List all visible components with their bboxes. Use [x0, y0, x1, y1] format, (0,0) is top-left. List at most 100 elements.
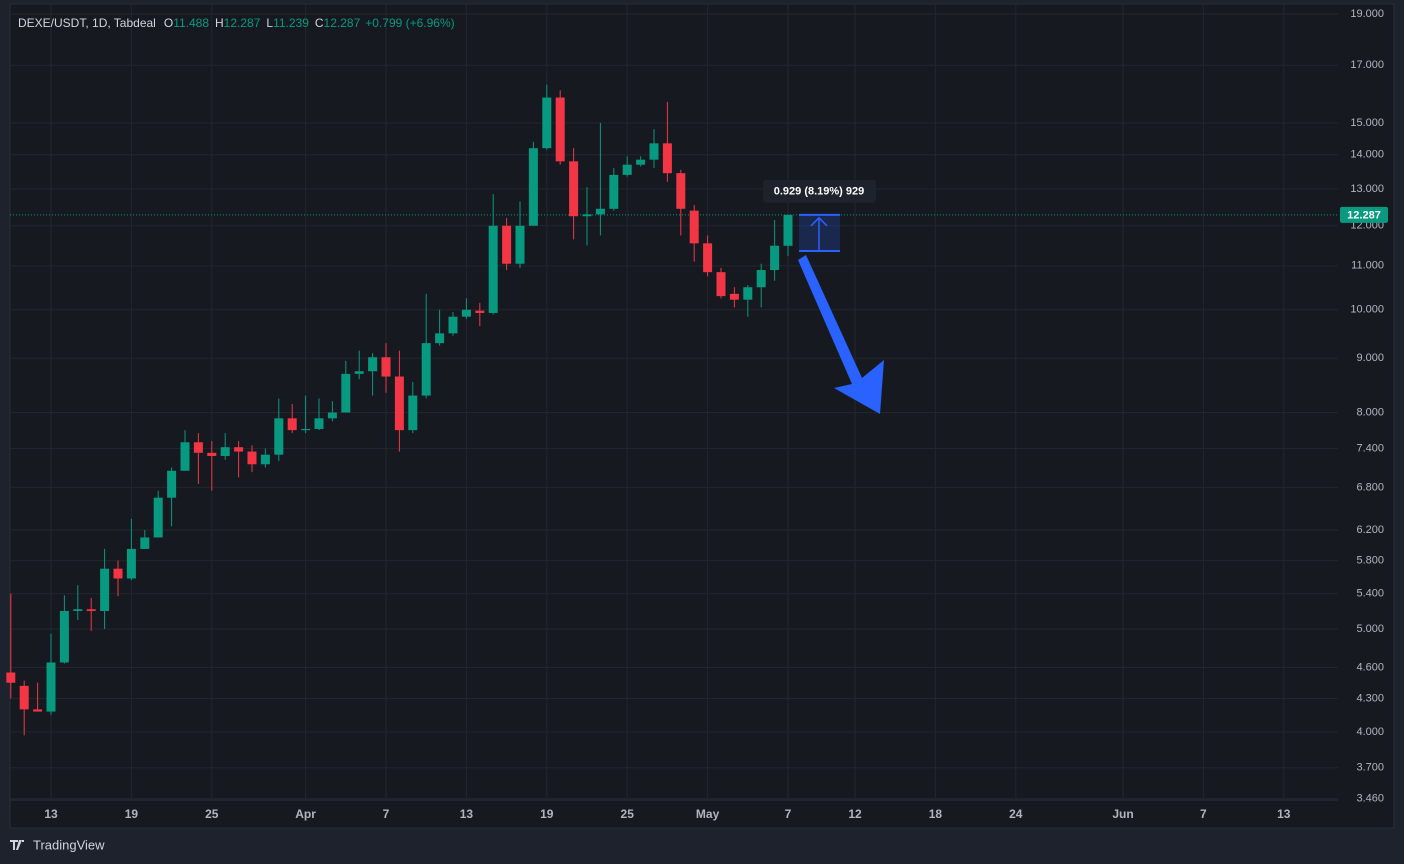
- candle-body: [756, 270, 766, 288]
- candle-body: [113, 568, 123, 579]
- candle-body: [19, 685, 29, 710]
- candle-body: [381, 357, 391, 377]
- candle-body: [394, 376, 404, 431]
- y-tick-label: 11.000: [1351, 260, 1384, 272]
- candle-body: [622, 164, 632, 175]
- ohlc-key: O: [164, 16, 173, 30]
- last-price-box: [1340, 206, 1388, 223]
- candle-body: [502, 225, 512, 264]
- y-tick-label: 17.000: [1350, 59, 1384, 71]
- candle-body: [234, 447, 244, 452]
- measure-label-box: [763, 179, 876, 203]
- y-tick-label: 14.000: [1350, 149, 1384, 161]
- x-tick-label: 18: [929, 807, 943, 821]
- y-tick-label: 6.800: [1356, 481, 1384, 493]
- candle-body: [33, 709, 43, 712]
- y-tick-label: 4.000: [1356, 726, 1384, 738]
- candle-body: [126, 548, 136, 579]
- candle-body: [662, 143, 672, 174]
- candle-body: [6, 672, 16, 683]
- x-tick-label: 13: [44, 807, 58, 821]
- ohlc-value: 12.287: [224, 16, 261, 30]
- x-tick-label: 7: [1200, 807, 1207, 821]
- x-tick-label: 13: [1277, 807, 1291, 821]
- candle-body: [314, 418, 324, 429]
- candle-body: [180, 442, 190, 471]
- candle-body: [247, 451, 257, 465]
- chart-panel: [9, 3, 1395, 829]
- candle-body: [327, 412, 337, 419]
- arrow: [798, 255, 884, 414]
- footer-text: TradingView: [33, 837, 105, 852]
- candle-body: [542, 97, 552, 149]
- y-tick-label: 5.000: [1356, 623, 1384, 635]
- y-tick-label: 7.400: [1356, 442, 1384, 454]
- y-tick-label: 9.000: [1356, 352, 1384, 364]
- ohlc-key: H: [215, 16, 224, 30]
- y-tick-label: 3.460: [1356, 793, 1384, 805]
- x-tick-label: Jun: [1112, 807, 1133, 821]
- header: DEXE/USDT, 1D, Tabdeal O11.488 H12.287 L11.…: [18, 16, 455, 30]
- candle-body: [636, 159, 646, 165]
- candle-body: [649, 143, 659, 160]
- candle-body: [488, 225, 498, 313]
- last-price-label: 12.287: [1347, 210, 1381, 222]
- ohlc-key: C: [315, 16, 324, 30]
- candles: [6, 84, 1338, 736]
- candle-body: [703, 243, 713, 273]
- ohlc-value: 12.287: [324, 16, 361, 30]
- y-tick-label: 19.000: [1350, 8, 1384, 20]
- y-tick-label: 6.200: [1356, 524, 1384, 536]
- candle-body: [461, 309, 471, 317]
- y-tick-label: 5.400: [1356, 588, 1384, 600]
- candle-body: [140, 537, 150, 549]
- candle-body: [73, 609, 83, 611]
- candle-body: [86, 609, 96, 611]
- candle-body: [569, 161, 579, 217]
- ohlc-value: 11.488: [173, 16, 209, 30]
- measure-label: 0.929 (8.19%) 929: [774, 186, 865, 198]
- candle-body: [193, 442, 203, 453]
- ohlc-value: 11.239: [273, 16, 309, 30]
- candle-body: [555, 97, 565, 162]
- candle-body: [220, 447, 230, 456]
- footer-logo: TradingView: [10, 837, 105, 852]
- y-tick-label: 3.700: [1356, 762, 1384, 774]
- candle-body: [609, 174, 619, 209]
- ohlc-key: L: [266, 16, 273, 30]
- x-tick-label: 19: [540, 807, 554, 821]
- candle-body: [515, 225, 525, 264]
- candle-body: [716, 272, 726, 297]
- y-tick-label: 4.600: [1356, 661, 1384, 673]
- candle-body: [100, 568, 110, 611]
- x-tick-label: Apr: [295, 807, 316, 821]
- candle-body: [260, 454, 270, 465]
- candle-body: [435, 333, 445, 344]
- logo-icon: [10, 840, 24, 850]
- x-tick-label: 24: [1009, 807, 1023, 821]
- candle-body: [167, 470, 177, 498]
- candle-body: [341, 373, 351, 413]
- x-tick-label: 13: [460, 807, 474, 821]
- down-arrow: [798, 255, 884, 414]
- y-tick-label: 15.000: [1350, 117, 1384, 129]
- change: +0.799 (+6.96%): [365, 16, 454, 30]
- candle-body: [301, 428, 311, 431]
- candle-body: [421, 343, 431, 396]
- x-tick-label: 19: [125, 807, 139, 821]
- candle-body: [46, 662, 56, 712]
- y-tick-label: 10.000: [1350, 304, 1384, 316]
- candle-body: [729, 293, 739, 300]
- x-tick-label: 12: [848, 807, 862, 821]
- candle-body: [153, 497, 163, 538]
- candle-body: [354, 371, 364, 374]
- x-tick-label: 25: [205, 807, 219, 821]
- candle-body: [582, 214, 592, 217]
- x-tick-label: 25: [621, 807, 635, 821]
- x-tick-label: 7: [785, 807, 792, 821]
- candle-body: [368, 357, 378, 372]
- candle-body: [743, 287, 753, 300]
- candle-body: [274, 418, 284, 455]
